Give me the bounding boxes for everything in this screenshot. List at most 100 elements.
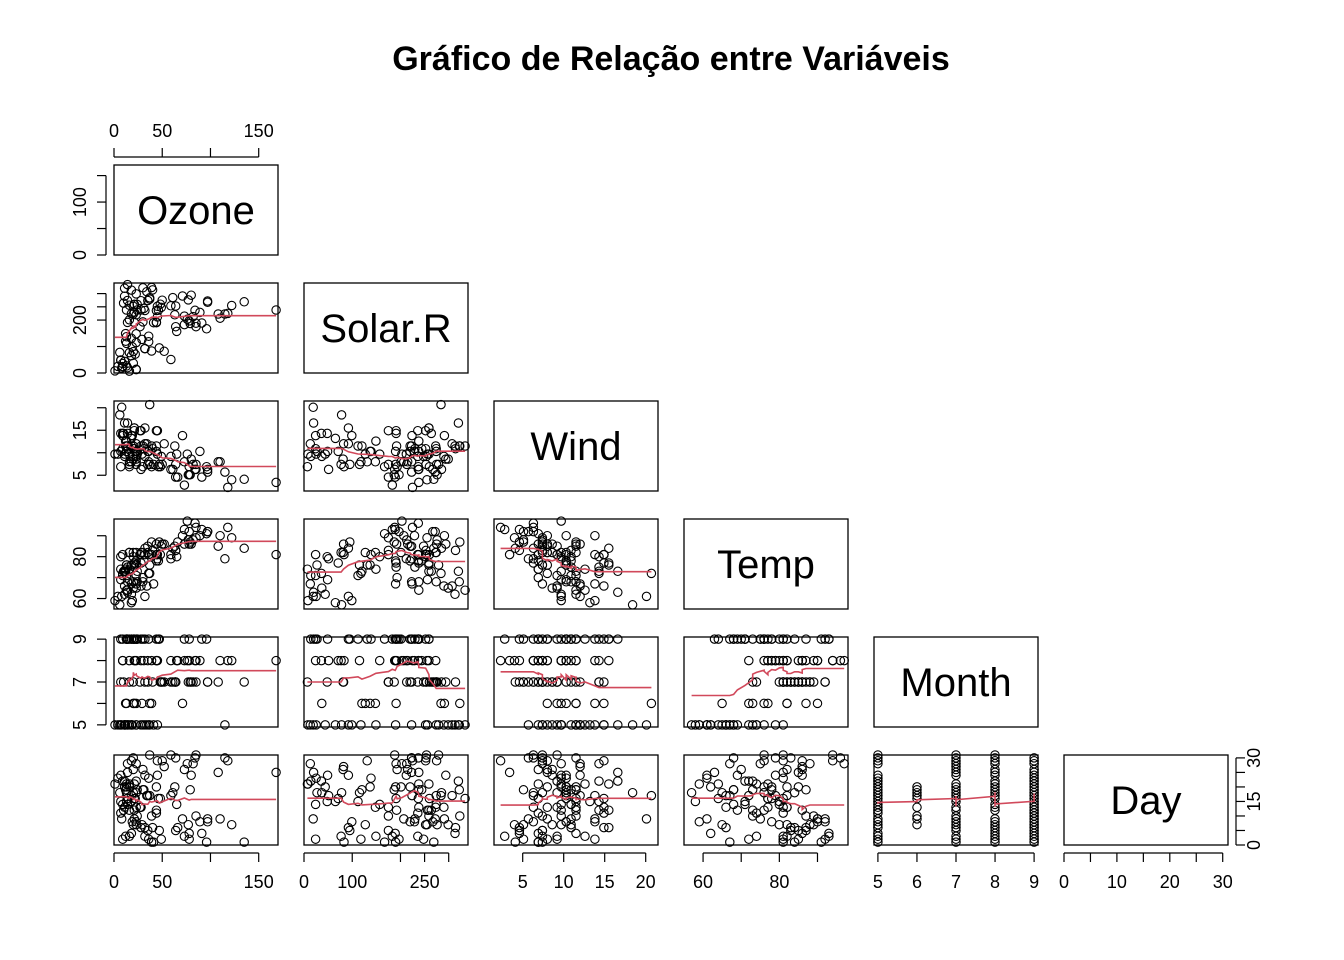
data-point [763,655,773,666]
tick-label: 8 [990,872,1000,892]
data-point [951,782,961,792]
data-point [179,831,190,842]
data-point [542,634,553,644]
data-point [528,753,539,763]
data-point [305,439,316,449]
data-point [121,779,132,789]
panel-frame [683,518,849,610]
data-point [528,554,539,564]
data-point [154,537,165,547]
data-point [310,834,321,844]
data-point [316,655,327,666]
data-point [333,558,343,568]
data-point [728,753,739,763]
data-point [170,753,181,763]
data-point [188,677,198,687]
data-point [812,817,823,827]
data-point [407,522,418,533]
data-point [116,634,126,644]
data-point [138,634,148,644]
data-point [523,753,534,763]
data-point [407,482,418,493]
smooth-line [307,447,466,460]
data-point [343,822,354,833]
panel-day-vs-solar-r [302,750,470,847]
data-point [590,655,600,666]
data-point [523,720,534,730]
data-point [542,782,553,792]
data-point [379,837,390,847]
data-point [786,677,796,687]
data-point [202,677,213,687]
data-point [566,720,576,730]
data-point [126,720,137,730]
data-point [561,773,571,783]
data-point [119,283,130,294]
data-point [153,556,164,566]
data-point [383,802,394,813]
data-point [239,543,249,554]
data-point [121,560,132,570]
data-point [322,574,333,585]
data-point [118,805,129,815]
data-point [406,753,417,763]
x-axis-month: 5 6 7 8 9 [873,852,1039,892]
data-point [547,764,557,775]
data-point [812,814,823,824]
data-point [420,443,431,454]
panel-frame [303,400,469,492]
data-point [166,790,176,801]
data-point [179,634,190,644]
data-point [151,782,162,792]
data-point [590,579,600,589]
data-point [590,549,600,560]
data-point [839,758,849,769]
data-point [339,655,349,666]
data-point [157,756,167,766]
data-point [422,475,432,485]
data-point [533,634,544,644]
data-point [702,773,712,783]
data-point [528,802,539,813]
data-point [839,655,849,666]
data-point [428,526,438,537]
data-point [575,720,585,730]
data-point [215,655,225,666]
data-point [454,577,465,587]
variable-label: Temp [717,543,815,587]
data-point [391,805,402,815]
data-point [271,305,281,315]
data-point [191,464,201,475]
data-point [793,655,804,666]
data-point [510,837,521,847]
data-point [514,524,525,535]
data-point [528,790,539,801]
data-point [424,560,434,570]
data-point [778,720,788,730]
data-point [213,541,223,551]
data-point [159,439,169,449]
data-point [528,655,539,666]
y-axis-month: 5 7 9 [70,634,107,730]
data-point [599,756,609,766]
data-point [121,441,132,451]
data-point [308,587,319,598]
y-axis-wind: 5 15 [70,407,107,480]
data-point [594,655,604,666]
data-point [392,572,402,583]
data-point [1029,753,1039,763]
data-point [308,814,318,824]
data-point [171,799,182,810]
data-point [147,285,158,295]
data-point [455,811,465,821]
data-point [215,814,225,824]
data-point [413,518,424,528]
data-point [339,837,349,847]
data-point [115,410,125,420]
data-point [801,677,811,687]
data-point [308,418,319,428]
data-point [782,698,792,709]
data-point [873,756,883,766]
data-point [801,634,811,644]
data-point [556,591,566,602]
